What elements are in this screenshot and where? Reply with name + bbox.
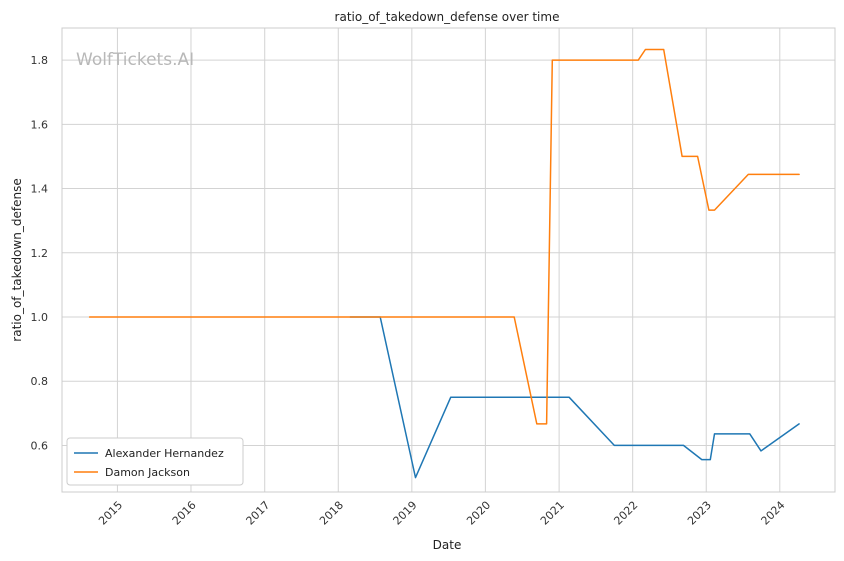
x-tick-label: 2015 — [96, 499, 125, 528]
legend-label: Damon Jackson — [105, 466, 190, 479]
y-tick-label: 1.6 — [31, 118, 49, 131]
x-tick-label: 2023 — [685, 499, 714, 528]
y-axis-label: ratio_of_takedown_defense — [10, 178, 24, 341]
x-tick-label: 2016 — [170, 499, 199, 528]
x-axis-label: Date — [433, 538, 462, 552]
grid — [62, 28, 835, 492]
legend: Alexander Hernandez Damon Jackson — [66, 437, 244, 486]
x-tick-label: 2020 — [464, 499, 493, 528]
x-tick-label: 2021 — [538, 499, 567, 528]
legend-box — [66, 437, 244, 486]
chart-title: ratio_of_takedown_defense over time — [335, 10, 560, 24]
y-tick-label: 1.2 — [31, 247, 49, 260]
x-tick-label: 2018 — [317, 499, 346, 528]
y-tick-label: 1.4 — [31, 183, 49, 196]
legend-label: Alexander Hernandez — [105, 447, 224, 460]
series-line-1 — [349, 316, 800, 479]
series-layer — [88, 48, 800, 479]
x-tick-label: 2019 — [391, 499, 420, 528]
x-tick-label: 2024 — [759, 499, 788, 528]
y-tick-label: 1.8 — [31, 54, 49, 67]
y-tick-label: 0.6 — [31, 439, 49, 452]
series-line-2 — [88, 48, 800, 425]
x-tick-label: 2017 — [244, 499, 273, 528]
plot-area-frame — [61, 27, 836, 493]
y-tick-label: 0.8 — [31, 375, 49, 388]
watermark: WolfTickets.AI — [76, 50, 194, 70]
x-tick-label: 2022 — [611, 499, 640, 528]
y-tick-label: 1.0 — [31, 311, 49, 324]
